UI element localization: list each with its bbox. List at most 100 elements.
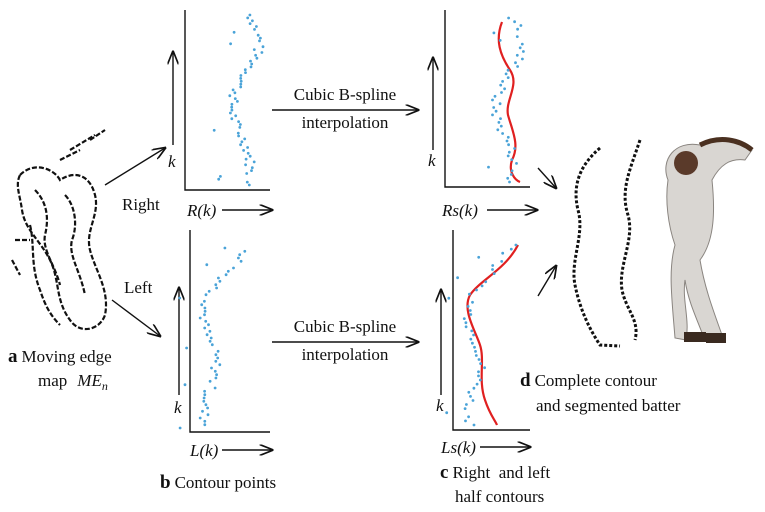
contour-point xyxy=(249,14,252,17)
batter-image xyxy=(666,140,752,343)
contour-point xyxy=(204,320,207,323)
contour-point xyxy=(199,317,202,320)
contour-point xyxy=(464,420,467,423)
contour-point xyxy=(507,136,510,139)
contour-point xyxy=(501,80,504,83)
contour-point xyxy=(479,362,482,365)
contour-point xyxy=(232,267,235,270)
contour-point xyxy=(500,125,503,128)
contour-point xyxy=(255,25,258,28)
contour-point xyxy=(215,373,218,376)
contour-point xyxy=(515,162,518,165)
contour-point xyxy=(507,69,510,72)
contour-point xyxy=(507,76,510,79)
contour-point xyxy=(493,272,496,275)
contour-point xyxy=(503,87,506,90)
contour-point xyxy=(237,120,240,123)
contour-point xyxy=(491,114,494,117)
contour-point xyxy=(477,375,480,378)
contour-point xyxy=(179,427,182,430)
contour-point xyxy=(468,293,471,296)
axis-label: k xyxy=(436,396,444,415)
figure: Right Left k R(k) k L(k) k Rs(k) k Ls(k)… xyxy=(0,0,765,512)
contour-point xyxy=(249,22,252,25)
contour-point xyxy=(478,358,481,361)
contour-point xyxy=(470,330,473,333)
contour-point xyxy=(258,40,261,43)
contour-point xyxy=(205,263,208,266)
contour-point xyxy=(231,109,234,112)
contour-point xyxy=(218,363,221,366)
contour-point xyxy=(228,94,231,97)
method-label: Cubic B-spline xyxy=(294,317,396,336)
contour-point xyxy=(211,343,214,346)
branch-label: Right xyxy=(122,195,160,214)
contour-point xyxy=(229,42,232,45)
contour-point xyxy=(240,260,243,263)
caption: and segmented batter xyxy=(536,396,681,415)
contour-point xyxy=(511,169,514,172)
contour-point xyxy=(237,132,240,135)
contour-point xyxy=(236,100,239,103)
contour-point xyxy=(239,143,242,146)
contour-point xyxy=(487,166,490,169)
contour-point xyxy=(499,84,502,87)
contour-point xyxy=(465,403,468,406)
caption: cRight and left xyxy=(440,462,550,483)
contour-point xyxy=(463,317,466,320)
contour-point xyxy=(214,360,217,363)
contour-point xyxy=(491,264,494,267)
contour-point xyxy=(207,323,210,326)
contour-point xyxy=(493,32,496,35)
contour-point xyxy=(201,410,204,413)
method-label: interpolation xyxy=(302,345,389,364)
contour-point xyxy=(232,89,235,92)
contour-point xyxy=(473,346,476,349)
contour-point xyxy=(240,74,243,77)
contour-point xyxy=(204,310,207,313)
contour-point xyxy=(243,250,246,253)
contour-point xyxy=(248,184,251,187)
contour-point xyxy=(514,61,517,64)
contour-point xyxy=(471,301,474,304)
contour-point xyxy=(456,276,459,279)
contour-points xyxy=(178,14,525,430)
contour-point xyxy=(447,297,450,300)
contour-point xyxy=(499,117,502,120)
contour-point xyxy=(247,152,250,155)
contour-point xyxy=(233,31,236,34)
contour-point xyxy=(516,35,519,38)
contour-point xyxy=(205,293,208,296)
contour-point xyxy=(492,106,495,109)
contour-point xyxy=(508,181,511,184)
contour-point xyxy=(203,397,206,400)
contour-point xyxy=(501,252,504,255)
branch-label: Left xyxy=(124,278,153,297)
contour-point xyxy=(219,175,222,178)
contour-point xyxy=(445,411,448,414)
contour-point xyxy=(469,395,472,398)
contour-point xyxy=(464,407,467,410)
contour-point xyxy=(501,132,504,135)
contour-point xyxy=(234,114,237,117)
contour-point xyxy=(474,350,477,353)
contour-point xyxy=(516,54,519,57)
axis-label: k xyxy=(168,152,176,171)
contour-point xyxy=(516,28,519,31)
contour-point xyxy=(210,337,213,340)
contour-point xyxy=(230,117,233,120)
contour-point xyxy=(242,149,245,152)
contour-point xyxy=(510,158,513,161)
contour-point xyxy=(241,140,244,143)
contour-point xyxy=(209,330,212,333)
axis-label: Ls(k) xyxy=(440,438,476,457)
contour-point xyxy=(472,334,475,337)
method-label: interpolation xyxy=(302,113,389,132)
contour-point xyxy=(250,66,253,69)
contour-point xyxy=(209,380,212,383)
contour-point xyxy=(215,287,218,290)
contour-point xyxy=(231,103,234,106)
contour-point xyxy=(522,50,525,53)
